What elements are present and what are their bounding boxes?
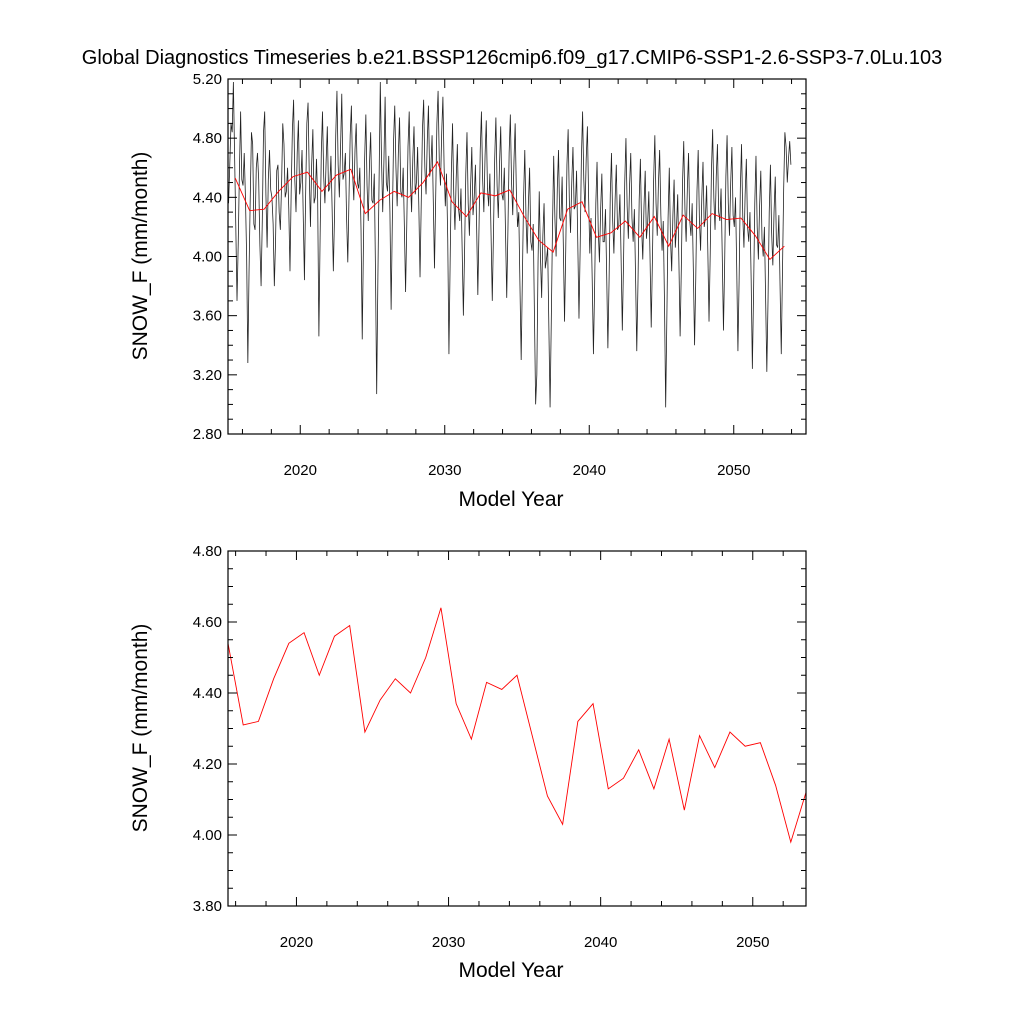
panel-top-y-tick-label: 4.00	[193, 249, 222, 266]
panel-bottom-xlabel: Model Year	[458, 959, 563, 982]
panel-bottom-x-tick-label: 2030	[432, 934, 465, 951]
panel-bottom-ylabel: SNOW_F (mm/month)	[129, 624, 152, 833]
panel-top-x-tick-label: 2020	[284, 462, 317, 479]
panel-top-y-tick-label: 2.80	[193, 426, 222, 443]
panel-top-y-tick-label: 4.80	[193, 130, 222, 147]
panel-bottom-x-tick-label: 2020	[280, 934, 313, 951]
panel-top: 2.80 3.20 3.60 4.00 4.40 4.80 5.20 2020 2030 2040…	[129, 71, 807, 511]
panel-bottom-ticks: 3.80 4.00 4.20 4.40 4.60 4.80 2020 2030 2040 2050	[193, 543, 806, 951]
panel-top-ylabel: SNOW_F (mm/month)	[129, 152, 152, 361]
panel-top-plot	[228, 81, 792, 408]
panel-bottom-x-tick-label: 2040	[584, 934, 617, 951]
panel-bottom-frame	[227, 550, 807, 907]
panel-top-x-tick-label: 2030	[428, 462, 461, 479]
panel-top-x-tick-label: 2050	[717, 462, 750, 479]
panel-bottom-y-tick-label: 4.20	[193, 756, 222, 773]
panel-top-series-monthly	[228, 81, 792, 408]
figure-title: Global Diagnostics Timeseries b.e21.BSSP…	[82, 47, 942, 69]
panel-bottom-y-tick-label: 4.60	[193, 614, 222, 631]
panel-top-frame	[227, 78, 807, 435]
panel-top-xlabel: Model Year	[458, 488, 563, 511]
panel-bottom-plot	[227, 607, 807, 844]
panel-top-y-tick-label: 5.20	[193, 71, 222, 88]
panel-bottom-x-tick-label: 2050	[736, 934, 769, 951]
panel-bottom-series-annual-mean	[227, 607, 807, 844]
panel-top-y-tick-label: 3.60	[193, 308, 222, 325]
panel-top-ticks: 2.80 3.20 3.60 4.00 4.40 4.80 5.20 2020 2030 2040…	[193, 71, 806, 479]
panel-top-y-tick-label: 3.20	[193, 367, 222, 384]
panel-bottom-y-tick-label: 4.40	[193, 685, 222, 702]
panel-bottom-y-tick-label: 4.00	[193, 827, 222, 844]
panel-top-y-tick-label: 4.40	[193, 189, 222, 206]
panel-bottom-y-tick-label: 3.80	[193, 898, 222, 915]
panel-bottom: 3.80 4.00 4.20 4.40 4.60 4.80 2020 2030 2040 2050…	[129, 543, 807, 982]
panel-top-x-tick-label: 2040	[573, 462, 606, 479]
panel-top-series-annual-mean	[234, 160, 785, 261]
panel-bottom-y-tick-label: 4.80	[193, 543, 222, 560]
